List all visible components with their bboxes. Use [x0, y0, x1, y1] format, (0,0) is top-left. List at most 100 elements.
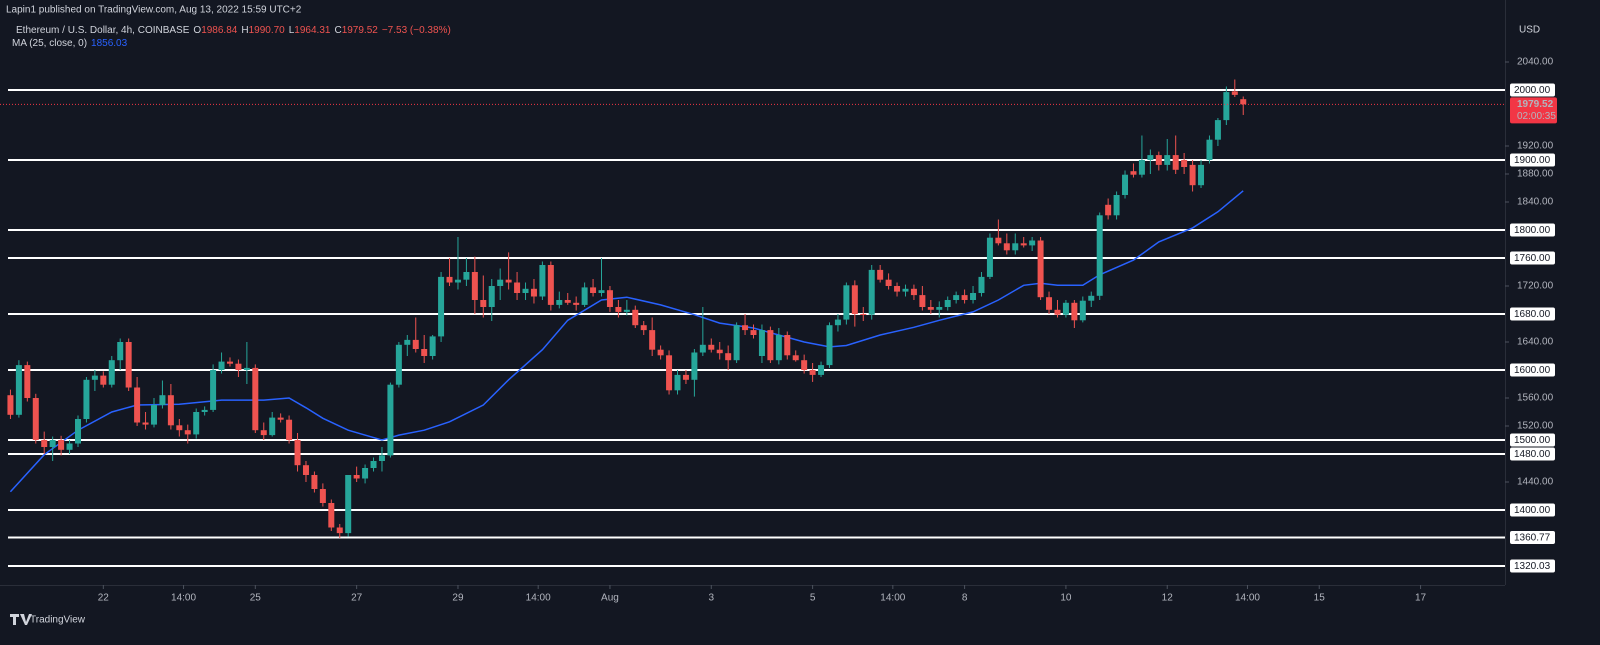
candle-body [1020, 243, 1027, 246]
candle-body [1198, 164, 1205, 186]
level-label-box [1510, 363, 1555, 377]
candle-body [277, 417, 284, 420]
candle-body [108, 360, 115, 385]
candle-body [843, 285, 850, 320]
countdown: 02:00:35 [1517, 111, 1556, 122]
ma-label: MA (25, close, 0) [12, 38, 87, 49]
candle-body [311, 475, 318, 490]
candle-body [252, 367, 259, 431]
candle-body [1223, 92, 1230, 121]
publish-info: Lapin1 published on TradingView.com, Aug… [6, 5, 302, 16]
x-tick-label: 14:00 [1235, 593, 1260, 604]
level-label: 1480.00 [1514, 449, 1551, 460]
candle-body [41, 440, 48, 448]
candle-body [429, 336, 436, 356]
level-label: 1600.00 [1514, 365, 1551, 376]
candle-body [328, 503, 335, 528]
level-label-box [1510, 447, 1555, 461]
ohlc-value: 1979.52 [342, 25, 379, 36]
x-tick-label: 14:00 [526, 593, 551, 604]
ohlc-value: 1990.70 [249, 25, 286, 36]
brand-logo [10, 614, 32, 625]
candle-body [970, 292, 977, 300]
y-tick-label: 1920.00 [1517, 141, 1554, 152]
candle-body [446, 276, 453, 283]
last-price-box [1510, 97, 1557, 124]
plot-area [0, 79, 1505, 567]
moving-average [9, 190, 1244, 493]
candle-body [150, 405, 157, 425]
level-label-box [1510, 83, 1555, 97]
y-tick-label: 1720.00 [1517, 281, 1554, 292]
level-label: 2000.00 [1514, 85, 1551, 96]
candle-body [564, 299, 571, 303]
candle-body [919, 295, 926, 307]
candle-body [438, 276, 445, 337]
candle-body [708, 344, 715, 350]
candle-body [226, 361, 233, 364]
candle-body [640, 325, 647, 331]
level-label-box [1510, 307, 1555, 321]
candle-body [1088, 295, 1095, 301]
candle-body [362, 468, 369, 479]
candle-body [1046, 297, 1053, 310]
candle-body [1240, 99, 1247, 105]
level-label: 1500.00 [1514, 435, 1551, 446]
candle-body [623, 309, 630, 312]
candle-body [902, 288, 909, 292]
last-price-label: 1979.52 [1517, 99, 1554, 110]
candle-body [378, 455, 385, 462]
candle-body [1214, 120, 1221, 140]
candle-body [1012, 243, 1019, 251]
candle-body [649, 330, 656, 350]
candle-body [868, 269, 875, 315]
candle-body [412, 339, 419, 349]
candle-body [49, 440, 56, 448]
candle-body [7, 395, 14, 415]
level-label-box [1510, 223, 1555, 237]
level-label: 1360.77 [1514, 533, 1551, 544]
level-label: 1400.00 [1514, 505, 1551, 516]
candle-body [336, 527, 343, 534]
candle-body [522, 288, 529, 293]
candle-body [758, 330, 765, 356]
candle-body [606, 290, 613, 307]
candle-body [894, 285, 901, 292]
candle-body [995, 237, 1002, 244]
brand: TradingView [30, 615, 86, 626]
symbol-info: Ethereum / U.S. Dollar, 4h, COINBASE O198… [16, 25, 451, 36]
level-label: 1760.00 [1514, 253, 1551, 264]
candle-body [834, 319, 841, 326]
candle-body [201, 409, 208, 413]
candle-body [125, 341, 132, 388]
x-tick-label: 15 [1314, 593, 1326, 604]
candle-body [944, 299, 951, 307]
candle-body [286, 419, 293, 441]
x-tick-label: 3 [708, 593, 714, 604]
level-label-box [1510, 153, 1555, 167]
candle-body [530, 288, 537, 297]
candle-body [1096, 215, 1103, 296]
candle-body [66, 443, 73, 450]
candle-body [1164, 155, 1171, 165]
candle-body [674, 374, 681, 391]
candle-body [1130, 171, 1137, 175]
x-tick-label: 25 [250, 593, 262, 604]
currency: USD [1519, 25, 1540, 36]
candle-body [666, 355, 673, 391]
candle-body [345, 475, 352, 534]
candle-body [117, 341, 124, 361]
candle-body [243, 367, 250, 371]
candle-body [404, 339, 411, 345]
candle-body [1155, 155, 1162, 165]
candle-body [24, 365, 31, 399]
candle-body [590, 287, 597, 293]
candle-body [1138, 159, 1145, 175]
candle-body [953, 295, 960, 300]
candle-body [581, 287, 588, 305]
candle-body [395, 344, 402, 385]
y-tick-label: 1560.00 [1517, 393, 1554, 404]
candle-body [421, 348, 428, 356]
y-tick-label: 1520.00 [1517, 421, 1554, 432]
